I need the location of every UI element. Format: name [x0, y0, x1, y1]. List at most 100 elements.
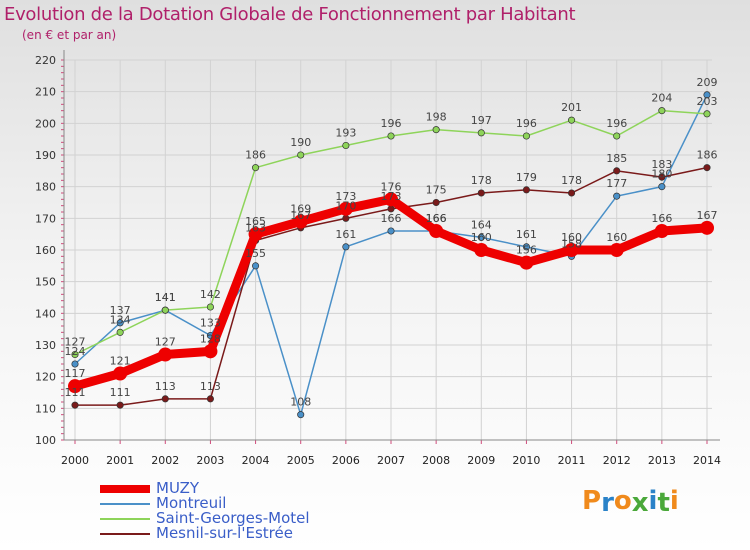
data-label-saint-georges-motel: 134	[110, 313, 131, 326]
data-point-muzy	[248, 227, 263, 242]
data-point-saint-georges-motel	[116, 328, 124, 336]
logo-letter: t	[657, 488, 670, 518]
logo-letter: i	[648, 486, 658, 516]
x-tick-label: 2012	[603, 454, 631, 467]
data-label-montreuil: 177	[606, 177, 627, 190]
data-point-saint-georges-motel	[297, 151, 305, 159]
data-label-muzy: 127	[155, 336, 176, 349]
data-label-montreuil: 166	[381, 212, 402, 225]
data-point-muzy	[293, 214, 308, 229]
data-label-muzy: 156	[516, 244, 537, 257]
data-point-saint-georges-motel	[658, 107, 666, 115]
data-label-mesnil-sur-l-estree: 178	[561, 174, 582, 187]
data-point-saint-georges-motel	[71, 350, 79, 359]
data-point-saint-georges-motel	[522, 132, 530, 140]
data-label-montreuil: 108	[290, 396, 311, 409]
data-label-saint-georges-motel: 142	[200, 288, 221, 301]
data-point-muzy	[700, 220, 714, 235]
data-label-saint-georges-motel: 198	[426, 111, 447, 124]
data-label-muzy: 167	[697, 209, 718, 222]
data-label-saint-georges-motel: 196	[606, 117, 627, 130]
y-tick-label: 220	[35, 54, 56, 67]
data-label-mesnil-sur-l-estree: 167	[290, 209, 311, 222]
x-tick-label: 2002	[151, 454, 179, 467]
data-point-saint-georges-motel	[568, 116, 576, 124]
data-label-mesnil-sur-l-estree: 113	[155, 380, 176, 393]
data-point-muzy	[429, 224, 444, 238]
data-point-saint-georges-motel	[161, 306, 169, 314]
data-point-muzy	[384, 192, 398, 207]
data-point-mesnil-sur-l-estree	[568, 189, 576, 197]
data-label-montreuil: 180	[651, 168, 672, 181]
data-point-muzy	[158, 347, 173, 362]
proxiti-logo: Proxiti	[582, 486, 679, 518]
data-point-saint-georges-motel	[613, 132, 621, 140]
y-tick-label: 180	[35, 181, 56, 194]
data-label-muzy: 117	[65, 367, 86, 380]
logo-letter: o	[613, 486, 632, 516]
x-tick-label: 2003	[196, 454, 224, 467]
data-point-mesnil-sur-l-estree	[432, 198, 440, 207]
x-tick-label: 2014	[693, 454, 721, 467]
chart-subtitle: (en € et par an)	[22, 28, 117, 42]
data-point-muzy	[113, 366, 128, 381]
x-tick-label: 2011	[558, 454, 586, 467]
data-point-montreuil	[342, 243, 350, 251]
y-tick-label: 160	[35, 244, 56, 257]
y-tick-label: 120	[35, 371, 56, 384]
x-tick-label: 2010	[512, 454, 540, 467]
data-label-mesnil-sur-l-estree: 163	[245, 222, 266, 235]
data-point-montreuil	[71, 360, 79, 368]
y-tick-label: 210	[35, 86, 56, 99]
data-point-mesnil-sur-l-estree	[161, 395, 169, 403]
data-label-mesnil-sur-l-estree: 111	[65, 386, 86, 399]
data-point-saint-georges-motel	[432, 126, 440, 134]
data-point-mesnil-sur-l-estree	[477, 189, 485, 197]
logo-letter: i	[669, 486, 679, 516]
y-tick-label: 130	[35, 339, 56, 352]
data-label-mesnil-sur-l-estree: 173	[381, 190, 402, 203]
data-label-mesnil-sur-l-estree: 170	[335, 199, 356, 212]
data-point-montreuil	[613, 192, 621, 200]
data-point-mesnil-sur-l-estree	[658, 173, 666, 181]
data-label-saint-georges-motel: 196	[381, 117, 402, 130]
data-point-muzy	[564, 243, 579, 257]
data-label-mesnil-sur-l-estree: 186	[697, 149, 718, 162]
data-point-montreuil	[703, 91, 711, 99]
data-point-mesnil-sur-l-estree	[613, 167, 621, 175]
data-point-montreuil	[297, 411, 305, 419]
data-point-montreuil	[522, 243, 530, 251]
data-label-saint-georges-motel: 193	[335, 127, 356, 140]
data-point-muzy	[338, 201, 353, 216]
logo-letter: x	[631, 488, 649, 518]
data-point-muzy	[474, 243, 489, 257]
data-label-mesnil-sur-l-estree: 179	[516, 171, 537, 184]
data-label-muzy: 166	[426, 212, 447, 225]
data-label-saint-georges-motel: 196	[516, 117, 537, 130]
data-label-saint-georges-motel: 197	[471, 114, 492, 127]
label-layer: 124 137 141 133 155 108 161 166 166 164 161 158 177 1…	[65, 76, 718, 409]
x-tick-label: 2009	[467, 454, 495, 467]
data-point-montreuil	[387, 227, 395, 235]
data-point-saint-georges-motel	[342, 141, 350, 150]
data-label-montreuil: 166	[426, 212, 447, 225]
y-tick-label: 170	[35, 212, 56, 225]
data-label-muzy: 169	[290, 203, 311, 216]
axis-layer: 100 110 120 130 140 150 160 170 180 190 200 210 220 2…	[35, 50, 721, 467]
legend-label-muzy: MUZY	[156, 479, 200, 497]
legend-swatch-montreuil	[100, 503, 150, 505]
data-point-saint-georges-motel	[206, 303, 214, 311]
logo-letter: P	[582, 486, 602, 516]
data-point-saint-georges-motel	[703, 110, 711, 118]
data-label-muzy: 128	[200, 332, 221, 345]
data-label-montreuil: 161	[335, 228, 356, 241]
x-tick-label: 2004	[242, 454, 270, 467]
data-label-mesnil-sur-l-estree: 178	[471, 174, 492, 187]
data-label-montreuil: 158	[561, 237, 582, 250]
data-point-muzy	[68, 379, 82, 394]
data-label-muzy: 176	[381, 180, 402, 193]
data-label-muzy: 160	[471, 231, 492, 244]
data-label-muzy: 160	[561, 231, 582, 244]
data-label-mesnil-sur-l-estree: 183	[651, 158, 672, 171]
legend-label-montreuil: Montreuil	[156, 494, 227, 512]
